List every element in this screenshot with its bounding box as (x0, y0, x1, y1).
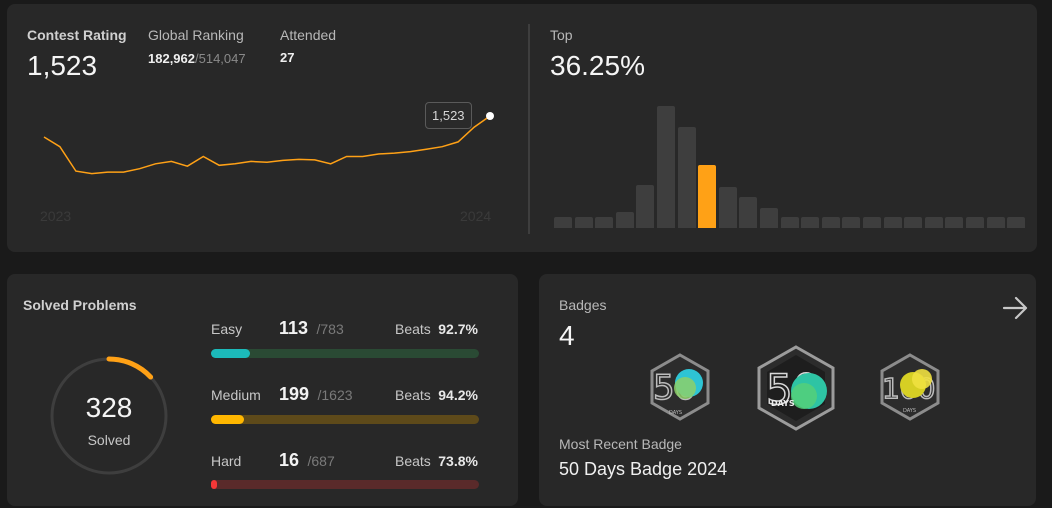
histogram-bar (760, 208, 778, 228)
hard-label: Hard (211, 453, 242, 469)
easy-beats-label: Beats (395, 321, 431, 337)
hard-count: 16 (279, 450, 300, 470)
hard-beats-label: Beats (395, 453, 431, 469)
badges-title: Badges (559, 297, 607, 313)
medium-beats-label: Beats (395, 387, 431, 403)
easy-count: 113 (279, 318, 309, 338)
rating-current-point (486, 112, 494, 120)
most-recent-badge-label: Most Recent Badge (559, 436, 682, 452)
solved-progress-ring (49, 356, 169, 476)
global-ranking-value: 182,962 (148, 51, 195, 66)
badge-2-sub: DAYS (771, 399, 795, 408)
medium-progress-track (211, 415, 479, 424)
hard-beats-value: 73.8% (438, 453, 478, 469)
year-start-label: 2023 (40, 208, 72, 224)
solved-problems-title: Solved Problems (23, 297, 137, 313)
attended-label: Attended (280, 27, 337, 43)
histogram-bar (842, 217, 861, 228)
50-days-badge-icon[interactable]: 50 DAYS (647, 352, 713, 422)
solved-count-label: Solved (87, 432, 131, 448)
year-end-label: 2024 (460, 208, 492, 224)
badges-count: 4 (559, 320, 575, 351)
medium-beats: Beats 94.2% (395, 387, 478, 405)
easy-beats: Beats 92.7% (395, 321, 478, 339)
rating-line (43, 115, 491, 175)
easy-label: Easy (211, 321, 243, 337)
easy-beats-value: 92.7% (438, 321, 478, 337)
vertical-divider (528, 24, 530, 234)
histogram-bar (718, 186, 737, 228)
solved-count: 328 (85, 392, 133, 423)
hard-total: /687 (307, 453, 335, 469)
histogram-bar (863, 217, 881, 228)
histogram-bar (554, 217, 572, 228)
easy-progress-fill (211, 349, 250, 358)
histogram-bar (657, 105, 675, 228)
histogram-bar (739, 197, 758, 228)
badge-1-sub: DAYS (669, 410, 682, 416)
rating-tooltip: 1,523 (425, 102, 472, 129)
top-label: Top (550, 27, 573, 43)
badge-3-sub: DAYS (903, 408, 916, 414)
easy-count-group: 113 /783 (279, 318, 344, 339)
global-ranking-label: Global Ranking (148, 27, 244, 43)
histogram-bar (801, 217, 820, 228)
rating-line-chart[interactable] (7, 4, 527, 252)
histogram-bar (595, 217, 614, 228)
medium-progress-fill (211, 415, 244, 424)
most-recent-badge-value: 50 Days Badge 2024 (559, 459, 728, 479)
contest-rating-label: Contest Rating (27, 27, 127, 43)
histogram-bar (945, 217, 964, 228)
histogram-bar (780, 217, 799, 228)
histogram-bar (677, 127, 696, 228)
histogram-bar (636, 184, 655, 228)
medium-count: 199 (279, 384, 310, 404)
contest-card: Contest Rating 1,523 Global Ranking 182,… (7, 4, 1037, 252)
ranking-histogram (554, 4, 1029, 252)
histogram-bar (924, 217, 943, 228)
top-percentage-value: 36.25% (550, 50, 645, 81)
hard-count-group: 16 /687 (279, 450, 335, 471)
histogram-bar (698, 165, 717, 228)
badges-card: Badges 4 50 DAYS 50 DAYS 100 DAYS Most R… (539, 274, 1036, 506)
histogram-bar (986, 217, 1005, 228)
contest-rating-value: 1,523 (27, 50, 98, 81)
histogram-bar (615, 211, 634, 228)
50-days-2024-badge-icon[interactable]: 50 DAYS (754, 344, 838, 432)
global-ranking-total: /514,047 (195, 51, 246, 66)
histogram-bar (883, 217, 902, 228)
easy-total: /783 (316, 321, 344, 337)
solved-problems-card: Solved Problems 328 Solved Easy 113 /783… (7, 274, 518, 506)
arrow-right-icon[interactable] (1002, 296, 1030, 320)
histogram-bar (1007, 217, 1026, 228)
global-ranking: 182,962/514,047 (148, 50, 246, 68)
hard-progress-track (211, 480, 479, 489)
easy-progress-track (211, 349, 479, 358)
medium-label: Medium (211, 387, 261, 403)
medium-beats-value: 94.2% (438, 387, 478, 403)
medium-count-group: 199 /1623 (279, 384, 353, 405)
histogram-bar (574, 217, 593, 228)
hard-progress-fill (211, 480, 218, 489)
histogram-bar (821, 217, 840, 228)
attended-value: 27 (280, 50, 295, 65)
histogram-bar (904, 217, 923, 228)
histogram-bar (966, 217, 984, 228)
medium-total: /1623 (317, 387, 353, 403)
100-days-badge-icon[interactable]: 100 DAYS (877, 352, 943, 422)
hard-beats: Beats 73.8% (395, 453, 478, 471)
